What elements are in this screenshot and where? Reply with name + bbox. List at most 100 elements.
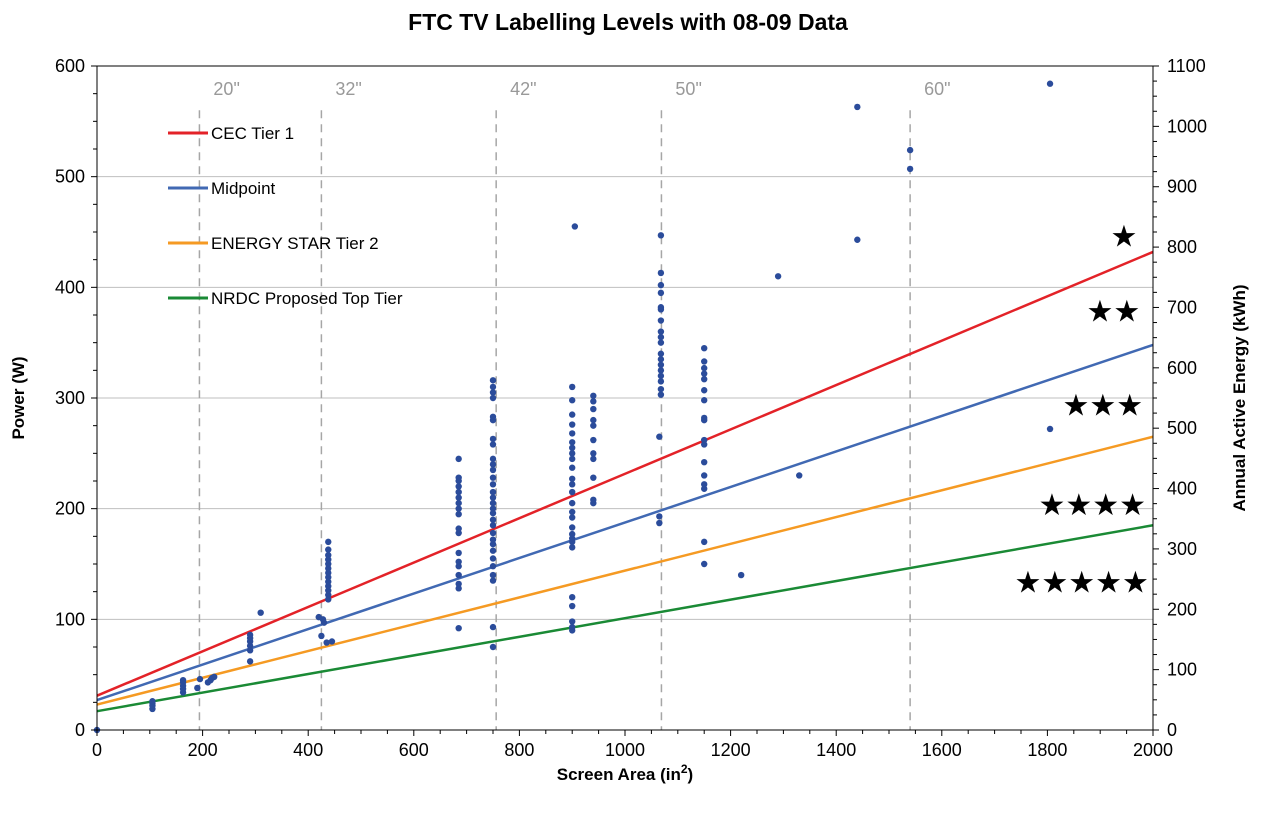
data-point: [590, 422, 597, 429]
data-point: [656, 433, 663, 440]
data-point: [489, 435, 497, 443]
screen-size-label: 20": [213, 79, 239, 99]
data-point: [489, 529, 497, 537]
data-point: [1046, 425, 1054, 433]
data-point: [325, 596, 332, 603]
legend-label: CEC Tier 1: [211, 124, 294, 143]
chart-title: FTC TV Labelling Levels with 08-09 Data: [408, 9, 848, 35]
x-tick-label: 800: [504, 740, 534, 760]
data-point: [489, 577, 497, 584]
data-point: [246, 647, 254, 654]
data-point: [854, 103, 861, 111]
data-point: [701, 481, 708, 488]
data-point: [590, 450, 597, 457]
data-point: [701, 387, 708, 394]
screen-size-label: 60": [924, 79, 950, 99]
data-point: [325, 556, 332, 563]
data-point: [571, 223, 579, 230]
data-point: [325, 574, 332, 581]
data-point: [489, 481, 497, 488]
data-point: [657, 232, 665, 239]
data-point: [569, 439, 576, 446]
y2-tick-label: 500: [1167, 418, 1197, 438]
data-point: [489, 461, 497, 468]
data-point: [325, 565, 332, 572]
data-point: [657, 317, 665, 324]
data-point: [701, 345, 708, 352]
data-point: [455, 494, 462, 501]
data-point: [246, 631, 254, 639]
y2-tick-label: 800: [1167, 237, 1197, 257]
data-point: [590, 392, 597, 399]
data-point: [455, 511, 462, 518]
data-point: [590, 405, 597, 413]
data-point: [569, 508, 576, 516]
data-point: [569, 524, 576, 531]
data-point: [325, 551, 332, 559]
data-point: [657, 356, 665, 363]
data-point: [590, 416, 597, 424]
data-point: [701, 538, 708, 546]
y2-axis-title: Annual Active Energy (kWh): [1230, 284, 1249, 511]
data-point: [569, 481, 576, 488]
axes: 0 200 400 600 800 1000 1200 1400 1600 1800 2000010…: [55, 56, 1207, 760]
x-tick-label: 1800: [1027, 740, 1067, 760]
x-axis-title: Screen Area (in2): [557, 762, 693, 784]
data-point: [701, 485, 708, 492]
data-point: [489, 563, 497, 570]
data-point: [569, 618, 576, 625]
data-point: [657, 328, 665, 335]
screen-size-label: 42": [510, 79, 536, 99]
x-tick-label: 2000: [1133, 740, 1173, 760]
data-point: [657, 367, 665, 374]
data-point: [569, 444, 576, 451]
data-point: [569, 450, 576, 457]
y-tick-label: 200: [55, 499, 85, 519]
data-point: [569, 594, 576, 601]
star-labels: ★★★★★★★★★★★★★★★: [1014, 219, 1148, 600]
data-point: [325, 538, 332, 546]
data-point: [246, 658, 254, 665]
data-point: [569, 383, 576, 391]
y2-tick-label: 1100: [1167, 56, 1206, 76]
data-point: [489, 383, 497, 391]
data-point: [455, 549, 462, 557]
data-point: [657, 339, 665, 346]
x-tick-label: 600: [399, 740, 429, 760]
data-point: [737, 571, 745, 579]
data-point: [489, 455, 497, 463]
data-point: [489, 643, 497, 651]
data-point: [489, 488, 497, 496]
data-point: [455, 580, 462, 588]
data-point: [489, 466, 497, 474]
legend-entry: Midpoint: [168, 179, 276, 198]
data-point: [489, 522, 497, 529]
series-line-3: [96, 524, 1154, 713]
data-point: [489, 413, 497, 421]
data-point: [211, 673, 218, 681]
data-point: [656, 513, 663, 520]
data-point: [701, 458, 708, 466]
data-point: [701, 441, 708, 448]
data-point: [701, 397, 708, 404]
data-point: [455, 585, 462, 592]
data-point: [569, 455, 576, 463]
data-point: [455, 505, 462, 512]
x-tick-label: 1600: [922, 740, 962, 760]
data-point: [569, 623, 576, 631]
data-point: [569, 430, 576, 437]
data-point: [569, 544, 576, 551]
data-point: [854, 236, 861, 243]
data-point: [569, 475, 576, 482]
data-point: [657, 269, 665, 277]
data-points: [93, 80, 1054, 734]
data-point: [489, 571, 497, 579]
data-point: [774, 273, 782, 280]
y-tick-label: 500: [55, 167, 85, 187]
x-tick-label: 1400: [816, 740, 856, 760]
screen-size-label: 50": [675, 79, 701, 99]
data-point: [569, 421, 576, 428]
x-tick-label: 0: [92, 740, 102, 760]
data-point: [489, 441, 497, 448]
